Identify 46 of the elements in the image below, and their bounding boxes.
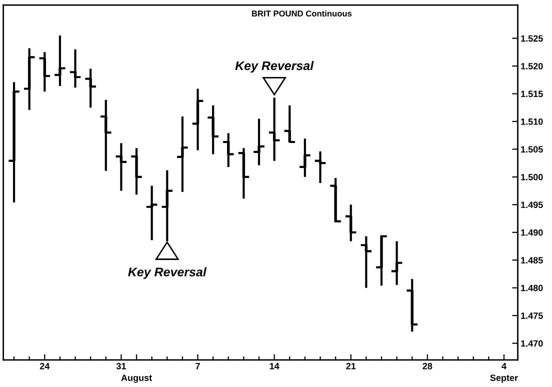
y-tick-label: 1.485	[521, 257, 543, 264]
candlestick	[252, 118, 266, 166]
x-tick-label: 14	[270, 363, 280, 370]
candlestick	[390, 240, 404, 286]
candlestick	[54, 34, 66, 88]
x-tick-label: 28	[422, 362, 432, 370]
candlestick	[375, 235, 388, 287]
text: BRIT POUND Continuous	[252, 10, 352, 16]
y-tick-label: 1.495	[521, 202, 543, 208]
y-tick-label: 1.470	[521, 340, 543, 347]
x-tick-label: August	[121, 374, 152, 383]
candlestick	[298, 138, 312, 178]
y-tick-label: 1.525	[521, 35, 543, 42]
candlestick	[360, 235, 373, 289]
y-tick-label: 1.520	[521, 62, 543, 70]
candlestick	[114, 142, 128, 192]
candlestick	[99, 98, 112, 172]
x-tick-label: 21	[346, 362, 356, 370]
candlestick	[222, 132, 235, 168]
y-tick-label: 1.500	[521, 174, 543, 180]
candlestick	[84, 68, 97, 109]
x-tick-label: 24	[40, 362, 50, 370]
y-tick-label: 1.475	[521, 312, 543, 319]
candlestick	[130, 147, 143, 196]
candlestick	[237, 147, 250, 200]
y-tick-label: 1.490	[521, 229, 543, 236]
candlestick	[68, 48, 82, 89]
y-tick-label: 1.480	[521, 284, 543, 292]
candlestick	[344, 204, 358, 242]
y-tick-label: 1.510	[521, 118, 543, 125]
candlestick	[8, 81, 20, 204]
candlestick	[206, 104, 220, 156]
candlestick	[145, 184, 158, 242]
x-tick-label: 7	[196, 363, 200, 370]
candlestick	[191, 88, 204, 152]
y-tick-label: 1.515	[521, 90, 543, 98]
annotation: Key Reversal	[128, 267, 207, 279]
candlestick	[22, 47, 36, 111]
candlestick	[38, 51, 52, 93]
candlestick	[176, 115, 189, 193]
candlestick	[406, 278, 419, 333]
annotation: Key Reversal	[235, 60, 314, 73]
x-tick-label: 31	[116, 362, 126, 370]
candlestick	[314, 150, 327, 184]
y-tick-label: 1.505	[521, 146, 543, 153]
x-tick-label: 4 Septer	[490, 363, 518, 383]
